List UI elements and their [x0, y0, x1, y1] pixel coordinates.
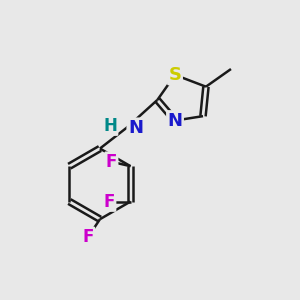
- Text: N: N: [167, 112, 182, 130]
- Text: H: H: [103, 117, 117, 135]
- Text: S: S: [169, 66, 182, 84]
- Text: F: F: [106, 153, 117, 171]
- Text: N: N: [128, 119, 143, 137]
- Text: F: F: [104, 193, 115, 211]
- Text: F: F: [82, 228, 94, 246]
